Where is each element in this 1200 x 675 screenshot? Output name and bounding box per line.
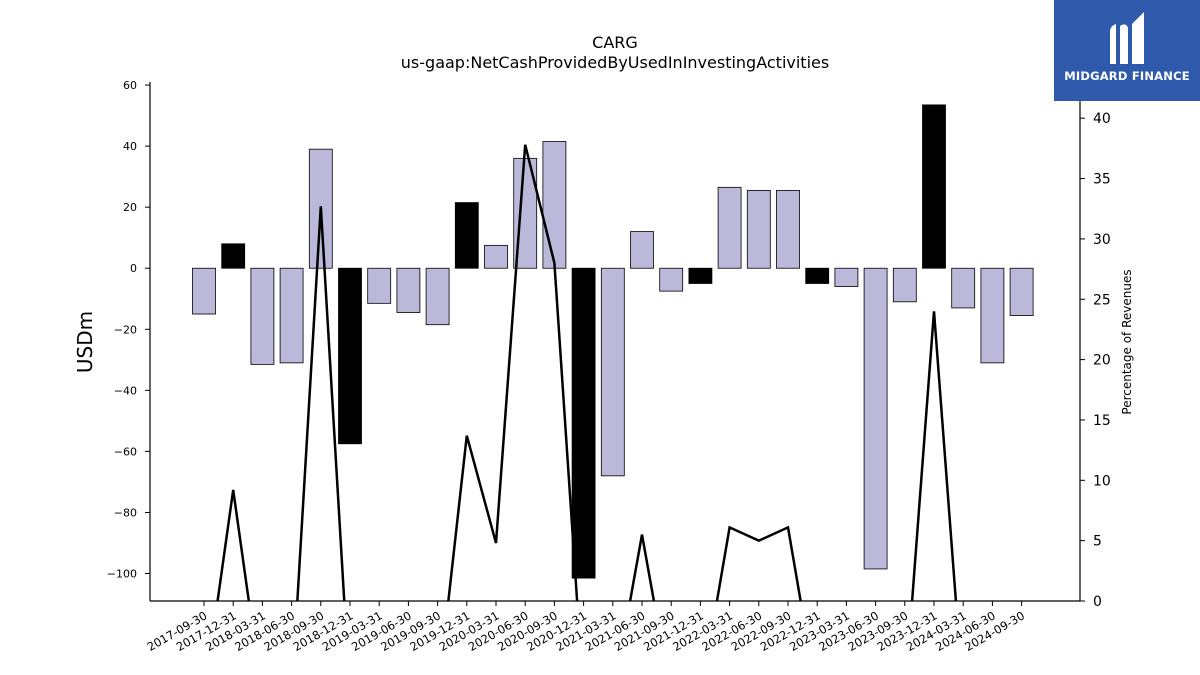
bar-2022-09-30: [776, 189, 800, 269]
bar-2019-06-30: [396, 267, 421, 313]
logo: MIDGARD FINANCE: [1054, 0, 1200, 101]
y2-tick-label: 15: [1093, 413, 1111, 429]
bar-2022-06-30: [746, 189, 771, 269]
y2-tick-label: 20: [1093, 353, 1111, 369]
logo-text: MIDGARD FINANCE: [1064, 69, 1190, 83]
y2-tick-label: 5: [1093, 534, 1102, 550]
bar-2020-09-30: [542, 141, 567, 269]
bar-2022-03-31: [717, 186, 742, 269]
bar-2019-12-31: [454, 202, 479, 269]
y2-tick-label: 10: [1093, 473, 1111, 489]
y-tick-label: 20: [123, 201, 137, 214]
bar-series: [192, 104, 1034, 579]
bar-2024-09-30: [1009, 267, 1034, 316]
bar-2017-09-30: [192, 267, 216, 315]
bar-2021-12-31: [688, 267, 713, 284]
y-axis-label: USDm: [73, 311, 97, 373]
bar-2019-03-31: [367, 267, 392, 304]
y-tick-label: 0: [130, 262, 137, 275]
y2-tick-label: 25: [1093, 292, 1111, 308]
y-tick-label: −60: [114, 445, 137, 458]
y2-tick-label: 35: [1093, 172, 1111, 188]
bar-2021-03-31: [600, 267, 625, 477]
y2-tick-label: 30: [1093, 232, 1111, 248]
bar-2023-12-31: [922, 104, 946, 269]
y2-tick-label: 0: [1093, 594, 1102, 610]
bar-2020-03-31: [484, 244, 508, 269]
bar-2023-06-30: [863, 267, 888, 570]
bar-2024-03-31: [951, 267, 976, 309]
midgard-logo-icon: [1110, 12, 1144, 64]
bar-2020-12-31: [571, 267, 596, 579]
y2-axis-label: Percentage of Revenues: [1120, 269, 1134, 414]
chart-subtitle: us-gaap:NetCashProvidedByUsedInInvesting…: [401, 53, 829, 72]
bar-2021-09-30: [659, 267, 684, 292]
bar-2021-06-30: [630, 231, 654, 269]
y-tick-label: −80: [114, 506, 137, 519]
chart-title: CARG: [592, 33, 638, 52]
bar-2019-09-30: [425, 267, 450, 326]
y-tick-label: 40: [123, 140, 137, 153]
y-tick-label: −20: [114, 323, 137, 336]
bar-2018-12-31: [338, 267, 362, 445]
bar-2022-12-31: [805, 267, 830, 284]
y2-tick-label: 40: [1093, 111, 1111, 127]
bar-2018-06-30: [279, 267, 304, 364]
bar-2023-03-31: [834, 267, 859, 287]
y-tick-label: −100: [107, 568, 137, 581]
bar-2018-03-31: [250, 267, 275, 365]
line-series: [216, 144, 958, 601]
revenue-pct-line: [216, 144, 958, 601]
bar-2017-12-31: [221, 243, 246, 269]
y-tick-label: 60: [123, 79, 137, 92]
y-tick-label: −40: [114, 384, 137, 397]
bar-2024-06-30: [980, 267, 1005, 364]
bar-2023-09-30: [892, 267, 917, 303]
